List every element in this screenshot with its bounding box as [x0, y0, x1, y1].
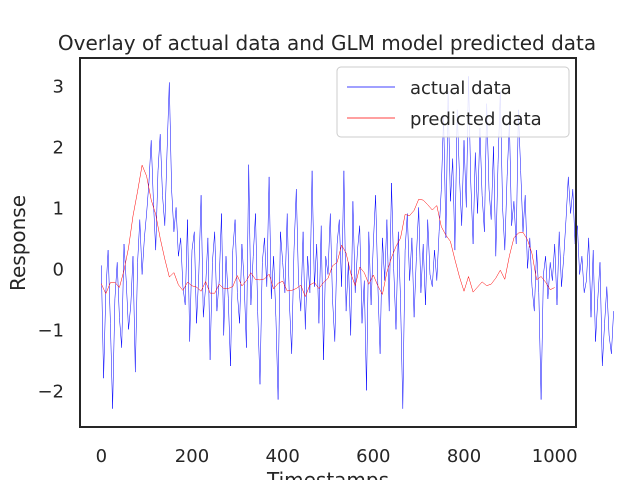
- legend-label-actual: actual data: [410, 78, 512, 99]
- x-axis: 0 200 400 600 800 1000: [96, 446, 578, 467]
- axes-frame: [79, 57, 577, 428]
- legend: actual data predicted data: [336, 66, 570, 138]
- series-line-predicted: [101, 164, 555, 298]
- x-tick-label: 800: [447, 446, 481, 467]
- x-tick-label: 600: [356, 446, 390, 467]
- y-axis: −2 −1 0 1 2 3: [37, 76, 64, 402]
- legend-box: [336, 66, 570, 138]
- series-line-actual: [101, 76, 614, 409]
- legend-label-predicted: predicted data: [410, 109, 542, 130]
- y-tick-label: −1: [37, 320, 64, 341]
- y-tick-label: −2: [37, 381, 64, 402]
- y-tick-label: 3: [53, 76, 64, 97]
- x-tick-label: 400: [265, 446, 299, 467]
- y-axis-label: Response: [6, 195, 30, 291]
- x-axis-label: Timestamps: [266, 468, 389, 480]
- plot-area: [101, 76, 614, 409]
- y-tick-label: 2: [53, 137, 64, 158]
- y-tick-label: 0: [53, 259, 64, 280]
- y-tick-label: 1: [53, 198, 64, 219]
- x-tick-label: 1000: [532, 446, 578, 467]
- x-tick-label: 0: [96, 446, 107, 467]
- x-tick-label: 200: [175, 446, 209, 467]
- chart-title: Overlay of actual data and GLM model pre…: [58, 31, 596, 55]
